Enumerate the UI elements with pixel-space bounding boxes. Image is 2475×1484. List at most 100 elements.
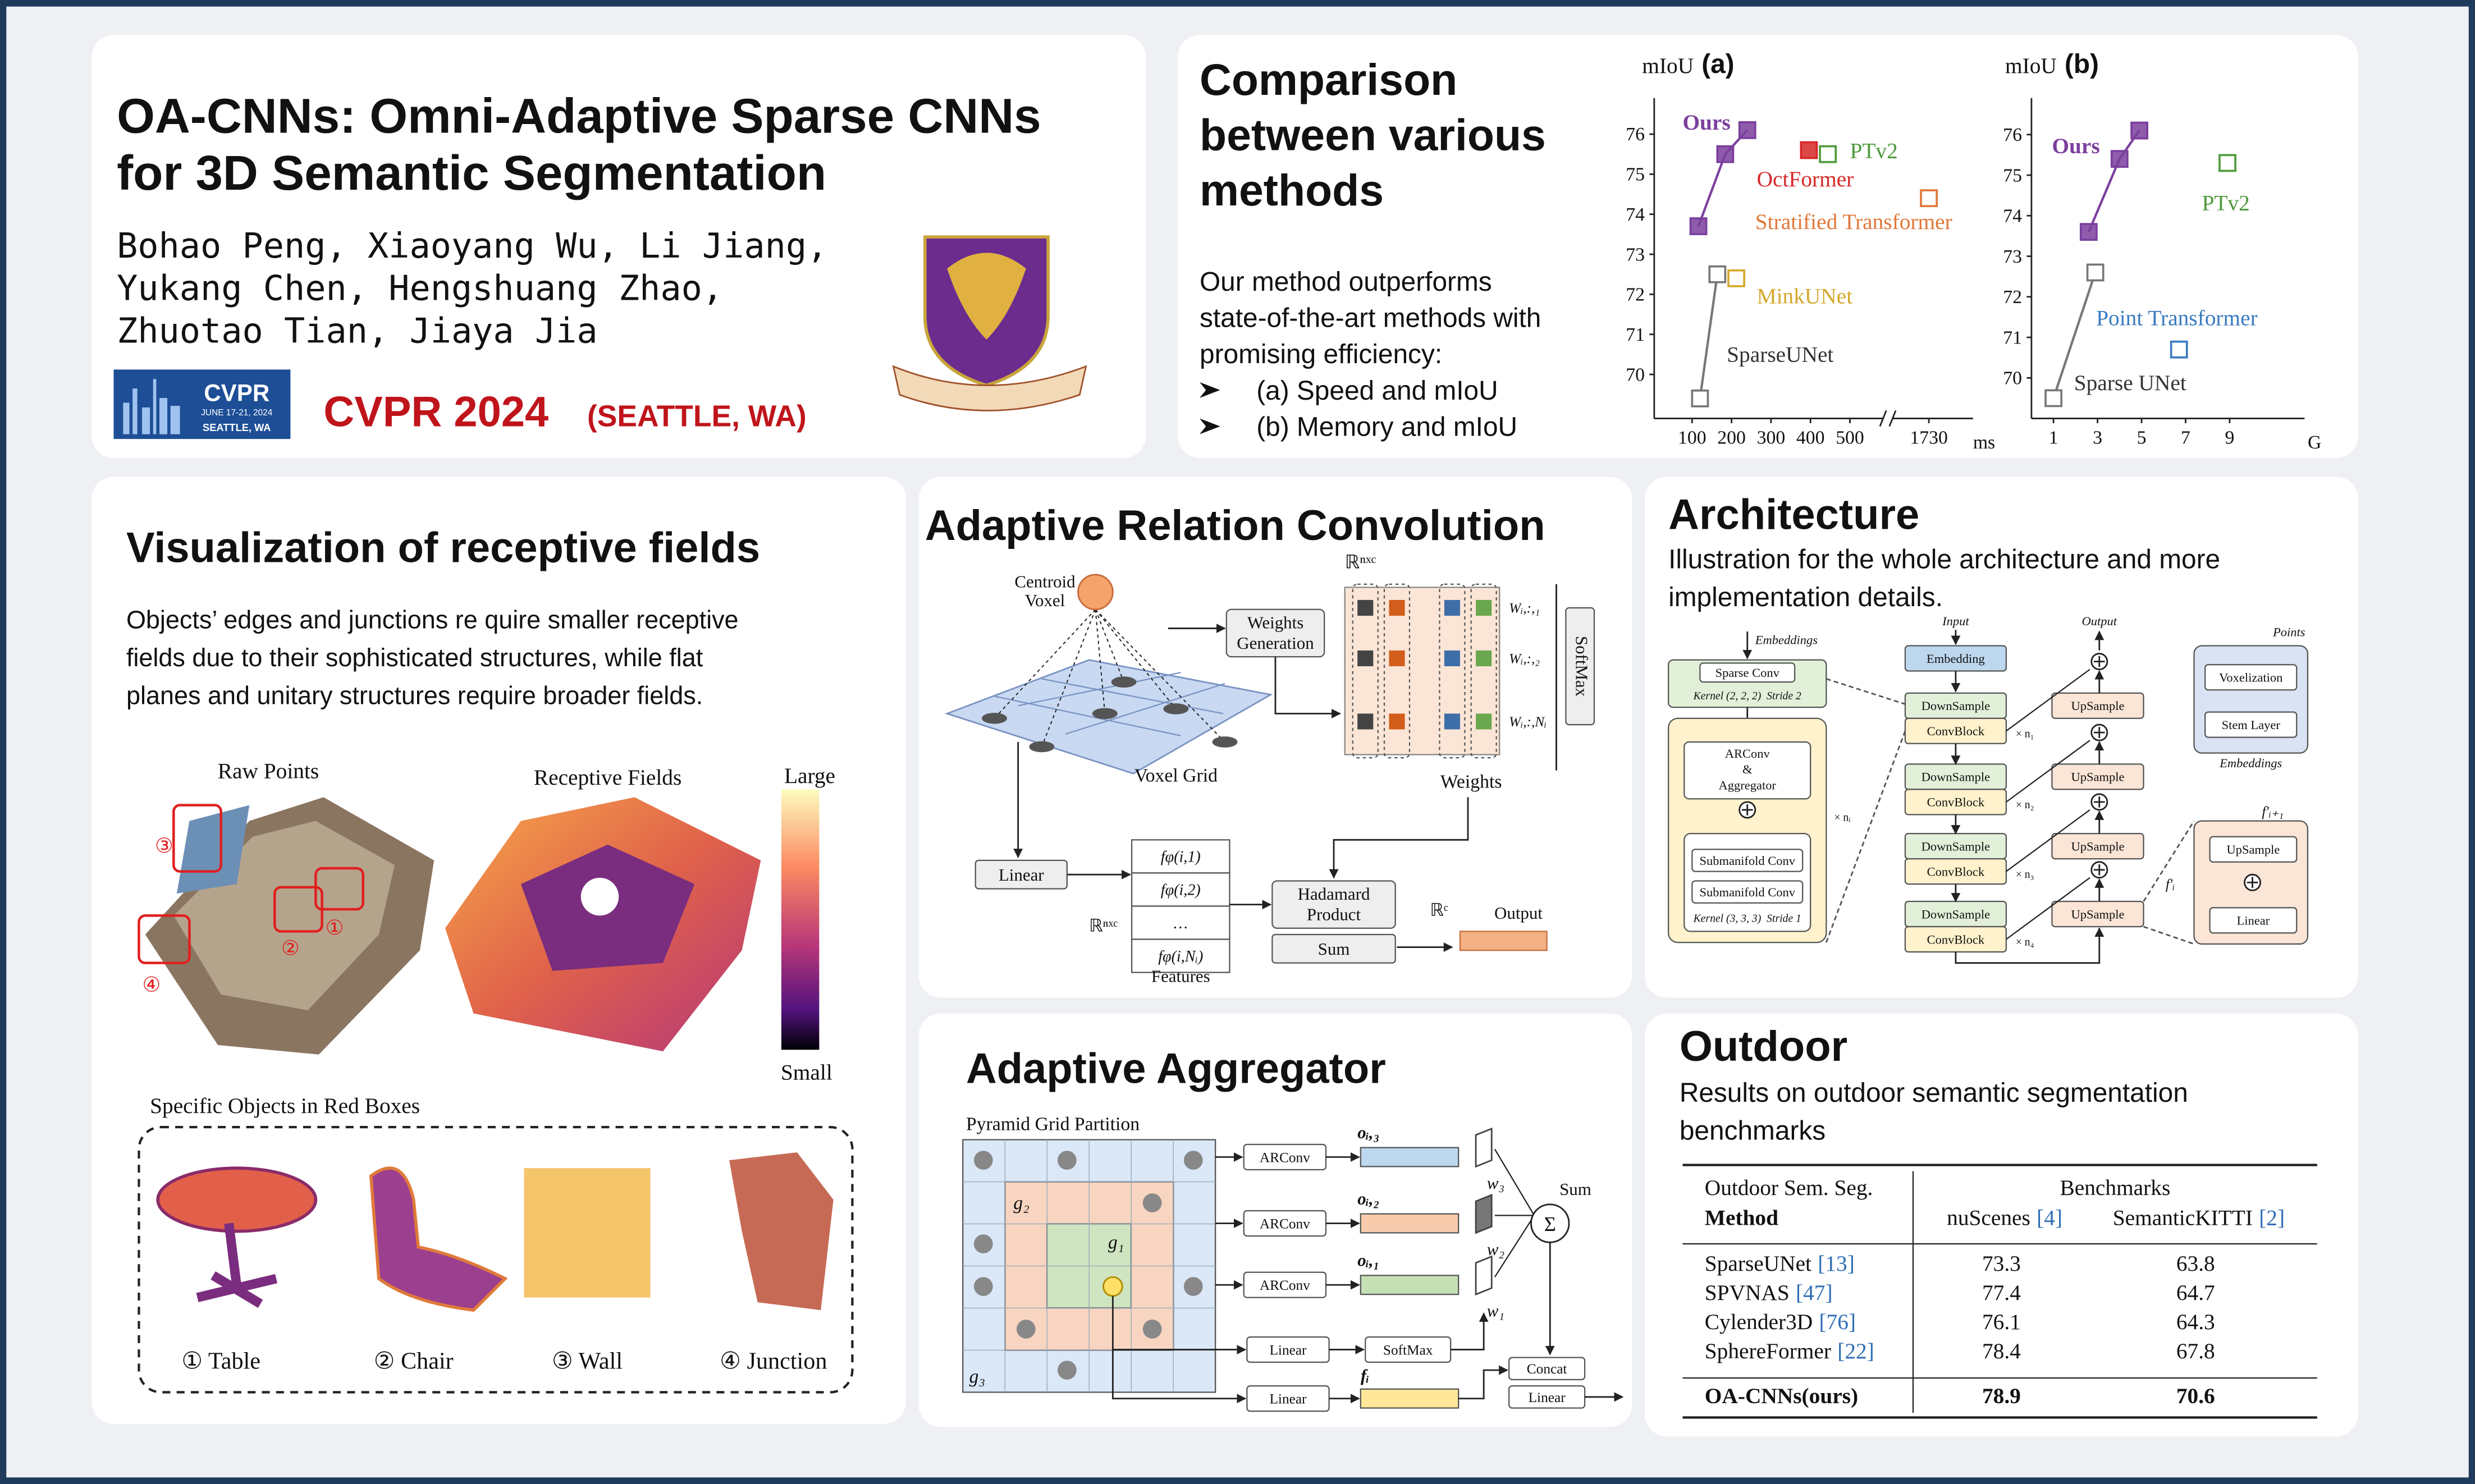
cvpr-logo-name: CVPR bbox=[204, 380, 269, 406]
voxel bbox=[1163, 703, 1189, 714]
method-ref: [47] bbox=[1796, 1280, 1833, 1305]
object-label: ① Table bbox=[181, 1348, 260, 1374]
diagram-label: Embeddings bbox=[2219, 756, 2282, 770]
data-point bbox=[1800, 141, 1818, 159]
block-label: Linear bbox=[1269, 1391, 1307, 1407]
math-label: w₁ bbox=[1487, 1301, 1504, 1321]
skyline bbox=[142, 407, 150, 434]
x-tick-label: 100 bbox=[1678, 428, 1707, 448]
block-label: Concat bbox=[1527, 1361, 1567, 1377]
block-label: ARConv bbox=[1260, 1277, 1310, 1293]
block-label: Submanifold Conv bbox=[1699, 885, 1795, 899]
authors: Zhuotao Tian, Jiaya Jia bbox=[117, 311, 598, 351]
legend-label: MinkUNet bbox=[1757, 283, 1853, 308]
receptive-field-object bbox=[580, 877, 619, 916]
table-cell: SparseUNet [13] bbox=[1705, 1251, 1855, 1276]
axis-break bbox=[1883, 409, 1893, 428]
axis-break bbox=[1888, 410, 1897, 427]
block-label: Linear bbox=[2237, 914, 2270, 928]
block-label: Kernel (2, 2, 2) Stride 2 bbox=[1693, 690, 1801, 702]
description: fields due to their sophisticated struct… bbox=[126, 643, 703, 672]
point bbox=[1142, 1193, 1162, 1212]
description: state-of-the-art methods with bbox=[1200, 303, 1541, 333]
panel bbox=[1644, 1013, 2358, 1437]
y-tick-label: 70 bbox=[2003, 368, 2022, 389]
description: Illustration for the whole architecture … bbox=[1668, 545, 2220, 575]
block-label: SoftMax bbox=[1572, 636, 1592, 697]
feature-block bbox=[1360, 1213, 1460, 1234]
point bbox=[1057, 1151, 1077, 1170]
data-point bbox=[1738, 121, 1756, 139]
y-tick-label: 75 bbox=[2003, 165, 2022, 186]
diagram-label: Embeddings bbox=[1755, 633, 1818, 647]
object-junction bbox=[729, 1152, 834, 1311]
panel bbox=[92, 35, 1146, 458]
section-title: Adaptive Aggregator bbox=[966, 1045, 1386, 1092]
diagram-label: Pyramid Grid Partition bbox=[966, 1114, 1140, 1135]
table-cell: SphereFormer [22] bbox=[1705, 1339, 1874, 1363]
math-label: f′ᵢ bbox=[2166, 877, 2175, 892]
repeat-label: × n₃ bbox=[2016, 868, 2034, 881]
block-label: ARConv bbox=[1725, 746, 1771, 761]
skyline bbox=[153, 379, 157, 434]
table-cell: 64.3 bbox=[2176, 1309, 2215, 1334]
y-tick-label: 76 bbox=[2003, 125, 2022, 145]
sum-symbol: Σ bbox=[1544, 1213, 1556, 1236]
weight-column bbox=[1470, 583, 1497, 759]
y-axis-label: mIoU bbox=[2005, 53, 2057, 78]
block bbox=[2051, 832, 2144, 860]
y-tick-label: 74 bbox=[2003, 206, 2022, 227]
weight bbox=[1475, 1127, 1493, 1168]
feature-label: fφ(i,2) bbox=[1161, 882, 1201, 899]
diagram-label: Centroid bbox=[1014, 571, 1076, 591]
panel bbox=[1177, 35, 2358, 458]
relation-line bbox=[1095, 609, 1177, 709]
block bbox=[1246, 1385, 1330, 1412]
section-title: Visualization of receptive fields bbox=[126, 524, 760, 571]
skyline bbox=[132, 388, 138, 434]
voxel-grid-lines bbox=[994, 672, 1225, 736]
point bbox=[1142, 1320, 1162, 1339]
section-title: Comparison bbox=[1200, 55, 1457, 104]
axis-break bbox=[1879, 410, 1887, 427]
weight-column bbox=[1383, 583, 1411, 759]
data-point bbox=[1920, 189, 1938, 208]
block bbox=[1683, 741, 1811, 800]
math-label: Wᵢ,:,₂ bbox=[1509, 651, 1540, 666]
chart-label: (a) bbox=[1701, 49, 1734, 79]
table-header: nuScenes [4] bbox=[1947, 1205, 2062, 1230]
red-box bbox=[314, 867, 364, 911]
crest-emblem bbox=[947, 253, 1026, 340]
diagram-label: Output bbox=[1494, 903, 1543, 923]
table-cell: 76.1 bbox=[1982, 1309, 2021, 1334]
block bbox=[2051, 900, 2144, 928]
block bbox=[1271, 880, 1396, 929]
block-label: & bbox=[1742, 762, 1753, 776]
objects-box bbox=[138, 1125, 854, 1394]
cvpr-logo-dates: JUNE 17-21, 2024 bbox=[201, 408, 273, 418]
diagram-label: Weights bbox=[1440, 772, 1502, 793]
y-tick-label: 73 bbox=[1626, 244, 1645, 265]
feature-block bbox=[1360, 1147, 1460, 1167]
block-label: DownSample bbox=[1922, 770, 1990, 784]
block bbox=[1271, 933, 1396, 964]
block-label: UpSample bbox=[2071, 839, 2125, 853]
y-tick-label: 71 bbox=[2003, 327, 2022, 348]
block-label: Hadamard bbox=[1298, 884, 1370, 904]
x-axis-unit: ms bbox=[1973, 432, 1995, 453]
table-cell: 78.4 bbox=[1982, 1339, 2021, 1363]
object-table bbox=[156, 1166, 318, 1233]
legend-label: Stratified Transformer bbox=[1755, 209, 1952, 234]
block bbox=[1691, 880, 1804, 904]
block bbox=[2209, 836, 2298, 863]
table-cell: 78.9 bbox=[1982, 1384, 2021, 1408]
image-caption: Specific Objects in Red Boxes bbox=[150, 1093, 420, 1118]
feature-label: fφ(i,Nᵢ) bbox=[1158, 948, 1203, 965]
block-label: ARConv bbox=[1260, 1216, 1310, 1231]
data-point bbox=[1819, 145, 1837, 163]
diagram-label: Sum bbox=[1559, 1179, 1591, 1199]
skip-link bbox=[2006, 809, 2090, 872]
block-label: Product bbox=[1307, 905, 1361, 924]
block-label: Submanifold Conv bbox=[1699, 854, 1795, 868]
red-box bbox=[172, 804, 222, 873]
